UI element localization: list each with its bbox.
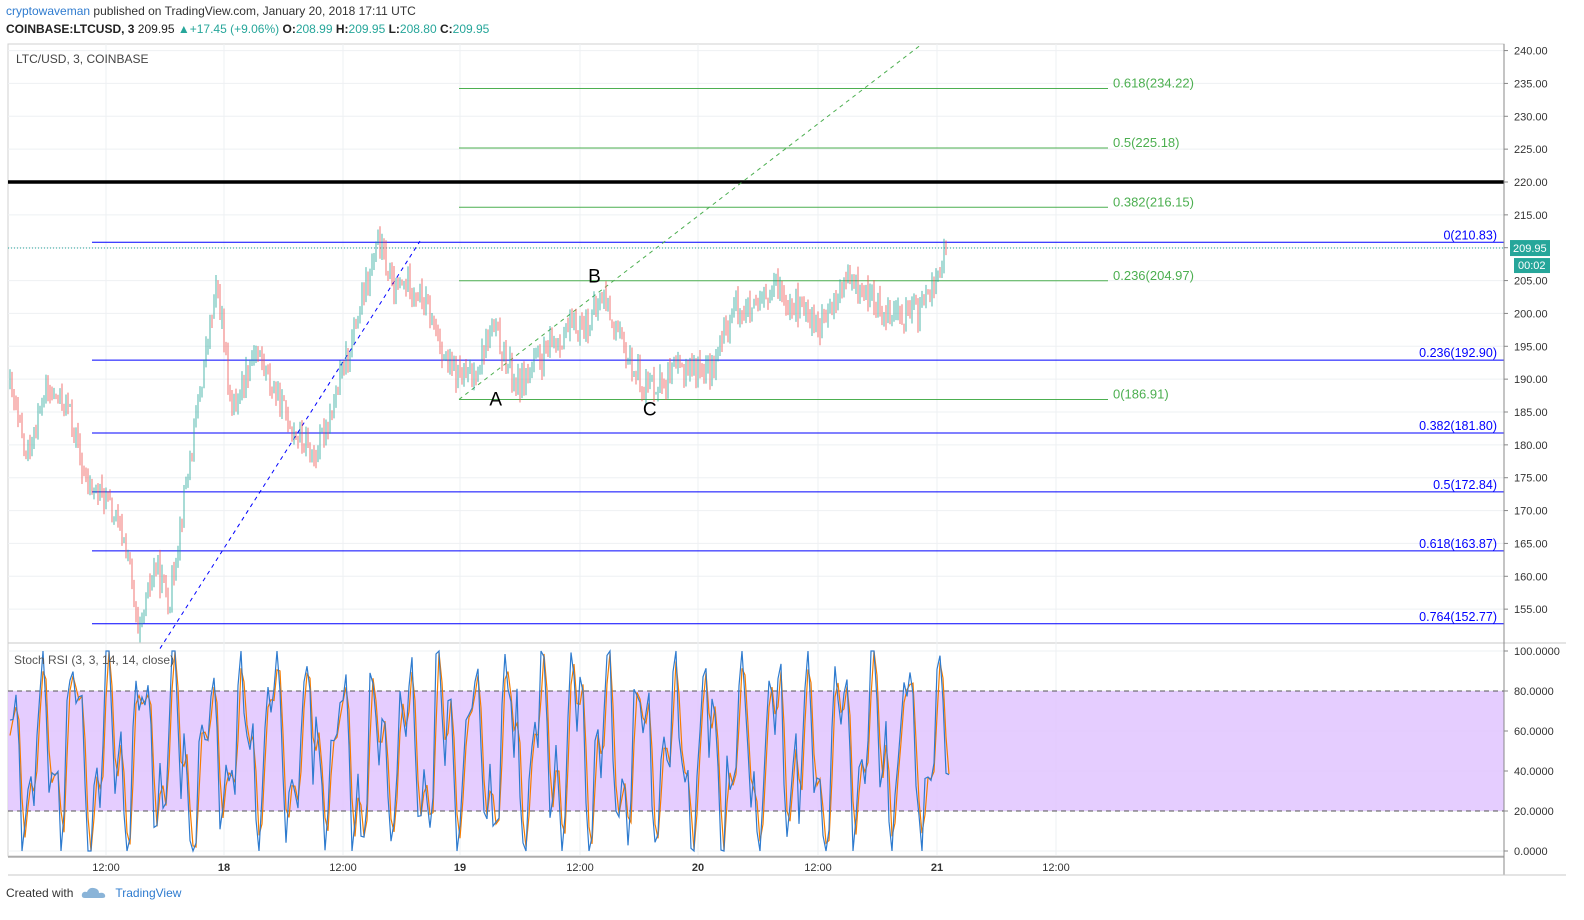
y-tick-label: 190.00 [1514,374,1548,386]
y-tick-label: 165.00 [1514,538,1548,550]
rsi-band [8,691,1504,811]
y-tick-label: 200.00 [1514,308,1548,320]
rsi-y-tick-label: 100.0000 [1514,646,1560,658]
wave-label-C: C [643,399,657,420]
y-tick-label: 175.00 [1514,473,1548,485]
y-tick-label: 160.00 [1514,571,1548,583]
low-label: L: [388,22,400,36]
price-change: +17.45 (+9.06%) [189,22,280,36]
x-tick-label: 12:00 [804,862,832,874]
y-tick-label: 180.00 [1514,440,1548,452]
rsi-y-tick-label: 60.0000 [1514,726,1554,738]
y-tick-label: 195.00 [1514,341,1548,353]
stoch-rsi-pane[interactable] [8,649,1504,853]
fib-extension-trend-line [458,43,923,400]
last-price-badge [1510,240,1550,257]
rsi-y-tick-label: 40.0000 [1514,766,1554,778]
fib-retracement-label: 0(210.83) [1443,228,1497,242]
y-tick-label: 240.00 [1514,46,1548,58]
ohlc-legend: COINBASE:LTCUSD, 3 209.95 ▲+17.45 (+9.06… [6,22,489,36]
candles-layer [9,226,947,643]
x-tick-label: 19 [454,862,466,874]
wave-label-B: B [588,267,601,288]
fib-extension-label: 0.5(225.18) [1113,135,1180,150]
close-label: C: [439,22,453,36]
rsi-title: Stoch RSI (3, 3, 14, 14, close) [14,653,174,667]
stoch-rsi-k-line [9,649,950,853]
open-label: O: [282,22,296,36]
grid-lines [7,43,1566,857]
tradingview-cloud-icon [82,887,106,898]
x-tick-label: 20 [692,862,704,874]
published-text: published on TradingView.com, January 20… [93,4,416,18]
y-tick-label: 220.00 [1514,177,1548,189]
wave-label-A: A [489,389,502,410]
x-tick-label: 12:00 [92,862,120,874]
y-tick-label: 155.00 [1514,604,1548,616]
y-tick-label: 230.00 [1514,111,1548,123]
footer: Created with TradingView [6,886,181,900]
y-tick-label: 225.00 [1514,144,1548,156]
fib-retracement-label: 0.5(172.84) [1433,478,1497,492]
axes-layer: 12:00 18 12:00 19 12:00 20 12:00 21 12:00 240.00 2… [8,44,1566,876]
y-tick-label: 170.00 [1514,506,1548,518]
drawing-layer [8,43,1504,649]
fib-trend-line [159,240,421,649]
fib-extension-label: 0.382(216.15) [1113,194,1194,209]
high-value: 209.95 [348,22,386,36]
y-tick-label: 235.00 [1514,78,1548,90]
publish-info: cryptowaveman published on TradingView.c… [6,4,416,18]
rsi-y-tick-label: 0.0000 [1514,846,1548,858]
created-with-text: Created with [6,886,74,900]
fib-retracement-label: 0.382(181.80) [1419,419,1497,433]
last-price: 209.95 [137,22,175,36]
author-link[interactable]: cryptowaveman [6,4,91,18]
pane-title: LTC/USD, 3, COINBASE [16,52,148,66]
fib-retracement-label: 0.618(163.87) [1419,537,1497,551]
x-tick-label: 12:00 [329,862,357,874]
labels-layer: Stoch RSI (3, 3, 14, 14, close) 0(210.83)… [14,52,1497,667]
countdown-badge [1514,258,1550,274]
low-value: 208.80 [399,22,437,36]
fib-extension-label: 0(186.91) [1113,386,1169,401]
x-tick-label: 18 [218,862,230,874]
close-value: 209.95 [452,22,490,36]
rsi-y-tick-label: 80.0000 [1514,686,1554,698]
fib-extension-label: 0.618(234.22) [1113,76,1194,91]
fib-extension-label: 0.236(204.97) [1113,268,1194,283]
up-arrow-icon: ▲ [177,22,190,36]
open-value: 208.99 [295,22,333,36]
countdown-badge-label: 00:02 [1518,260,1546,272]
y-tick-label: 215.00 [1514,210,1548,222]
y-tick-label: 205.00 [1514,276,1548,288]
symbol-label: COINBASE:LTCUSD, 3 [6,22,135,36]
rsi-y-tick-label: 20.0000 [1514,806,1554,818]
y-tick-label: 185.00 [1514,407,1548,419]
fib-retracement-label: 0.764(152.77) [1419,610,1497,624]
x-tick-label: 12:00 [566,862,594,874]
last-price-badge-label: 209.95 [1513,243,1547,255]
fib-retracement-label: 0.236(192.90) [1419,346,1497,360]
high-label: H: [335,22,349,36]
tradingview-link[interactable]: TradingView [115,886,182,900]
x-tick-label: 12:00 [1042,862,1070,874]
x-tick-label: 21 [931,862,943,874]
